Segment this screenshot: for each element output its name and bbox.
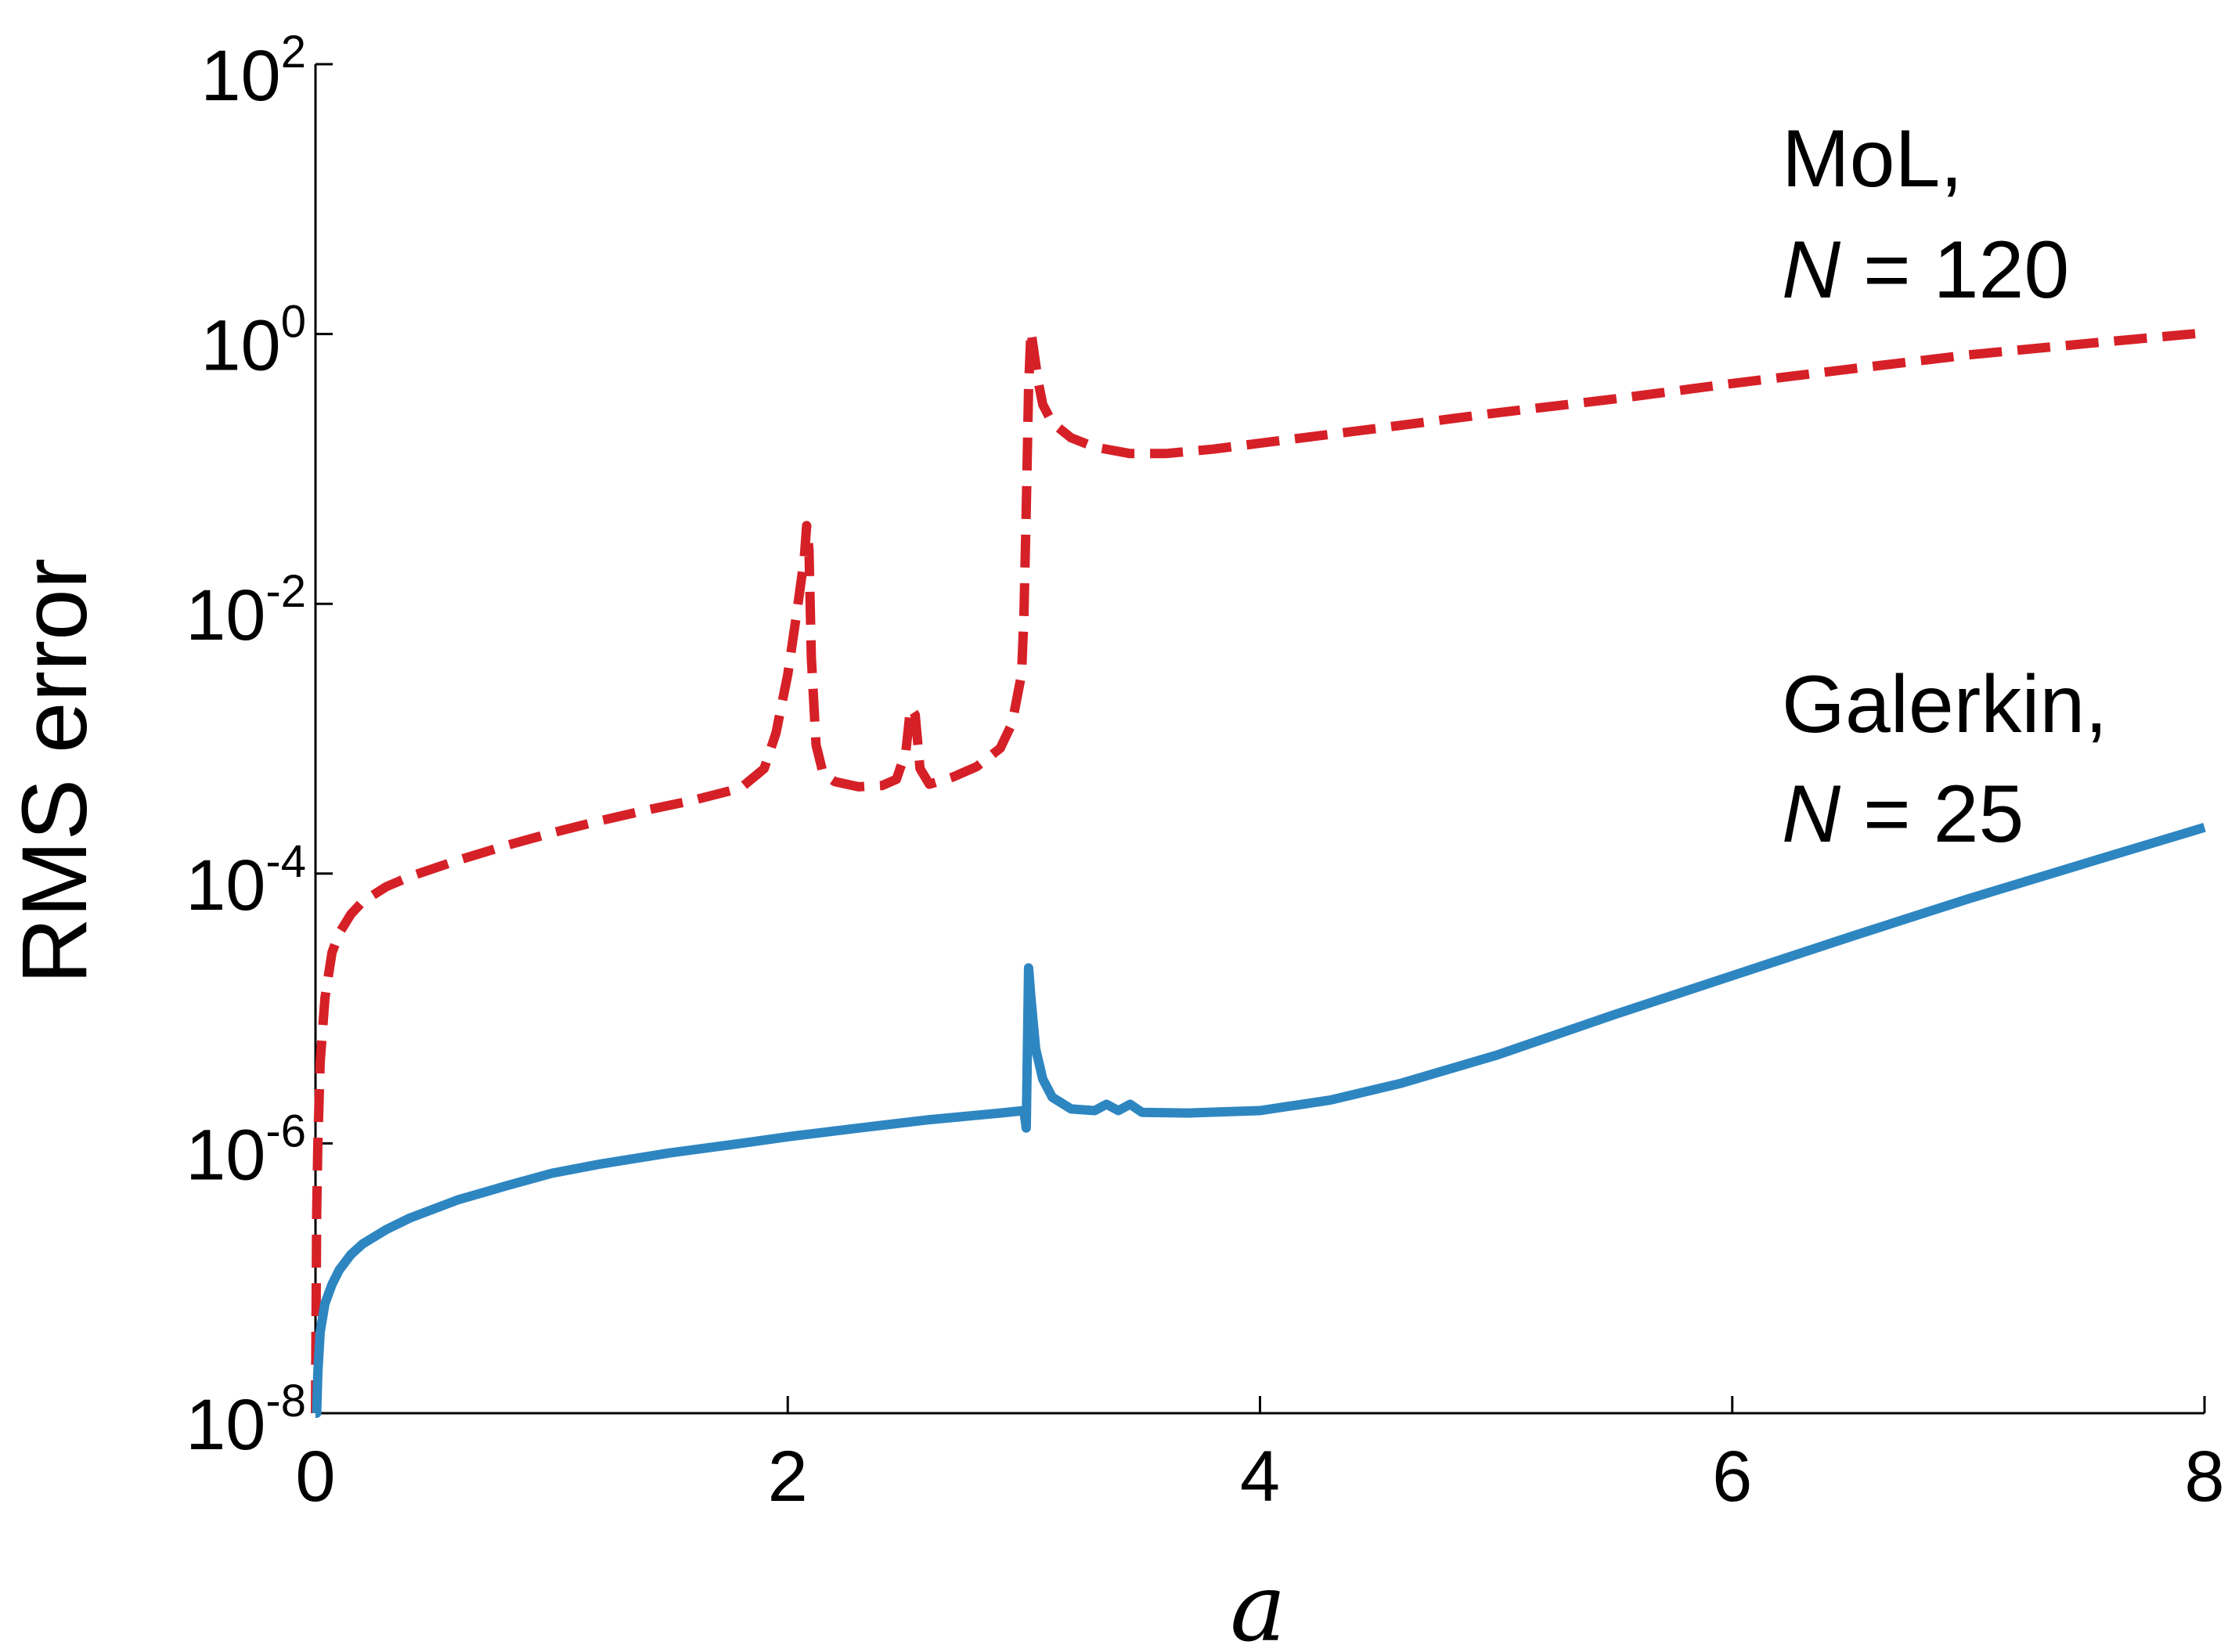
- y-tick-exp-4: 0: [281, 297, 306, 348]
- svg-text:N = 120: N = 120: [1782, 225, 2069, 316]
- y-tick-base-1: 10: [186, 1115, 265, 1195]
- y-tick-base-4: 10: [200, 306, 280, 386]
- x-tick-label-3: 6: [1712, 1437, 1752, 1517]
- galerkin-series-line: [312, 823, 2206, 1418]
- y-tick-exp-1: -6: [265, 1106, 306, 1156]
- galerkin-label-line1: Galerkin,: [1782, 659, 2107, 750]
- y-tick-base-0: 10: [186, 1385, 265, 1465]
- y-tick-exp-0: -8: [265, 1376, 306, 1427]
- y-axis-title: RMS error: [3, 558, 106, 984]
- svg-text:N = 25: N = 25: [1782, 769, 2024, 860]
- mol-label-line1: MoL,: [1782, 114, 1963, 204]
- galerkin-series-label: Galerkin, N = 25: [1782, 659, 2107, 860]
- y-tick-base-2: 10: [186, 846, 265, 925]
- y-tick-label-2: 10-4: [186, 836, 306, 925]
- y-tick-base-5: 10: [200, 36, 280, 116]
- y-tick-label-5: 102: [200, 27, 306, 116]
- mol-label-var: N: [1782, 225, 1841, 316]
- x-tick-label-2: 4: [1240, 1437, 1280, 1517]
- svg-text:Galerkin,: Galerkin,: [1782, 659, 2107, 750]
- x-tick-label-4: 8: [2184, 1437, 2224, 1517]
- y-tick-label-4: 100: [200, 297, 306, 386]
- y-tick-exp-2: -4: [265, 836, 306, 887]
- y-tick-exp-3: -2: [265, 566, 306, 617]
- x-tick-label-0: 0: [295, 1437, 335, 1517]
- mol-series-label: MoL, N = 120: [1782, 114, 2069, 316]
- x-axis-title: a: [1230, 1554, 1286, 1652]
- x-tick-label-1: 2: [768, 1437, 808, 1517]
- y-tick-label-1: 10-6: [186, 1106, 306, 1195]
- series-layer: [311, 326, 2206, 1418]
- y-tick-exp-5: 2: [281, 27, 306, 78]
- svg-text:MoL,: MoL,: [1782, 114, 1963, 204]
- galerkin-label-var: N: [1782, 769, 1841, 860]
- galerkin-label-rest: = 25: [1840, 769, 2024, 860]
- y-tick-label-0: 10-8: [186, 1376, 306, 1465]
- y-tick-label-3: 10-2: [186, 566, 306, 655]
- y-tick-base-3: 10: [186, 575, 265, 655]
- mol-series-line: [311, 326, 2205, 1414]
- mol-label-rest: = 120: [1840, 225, 2069, 316]
